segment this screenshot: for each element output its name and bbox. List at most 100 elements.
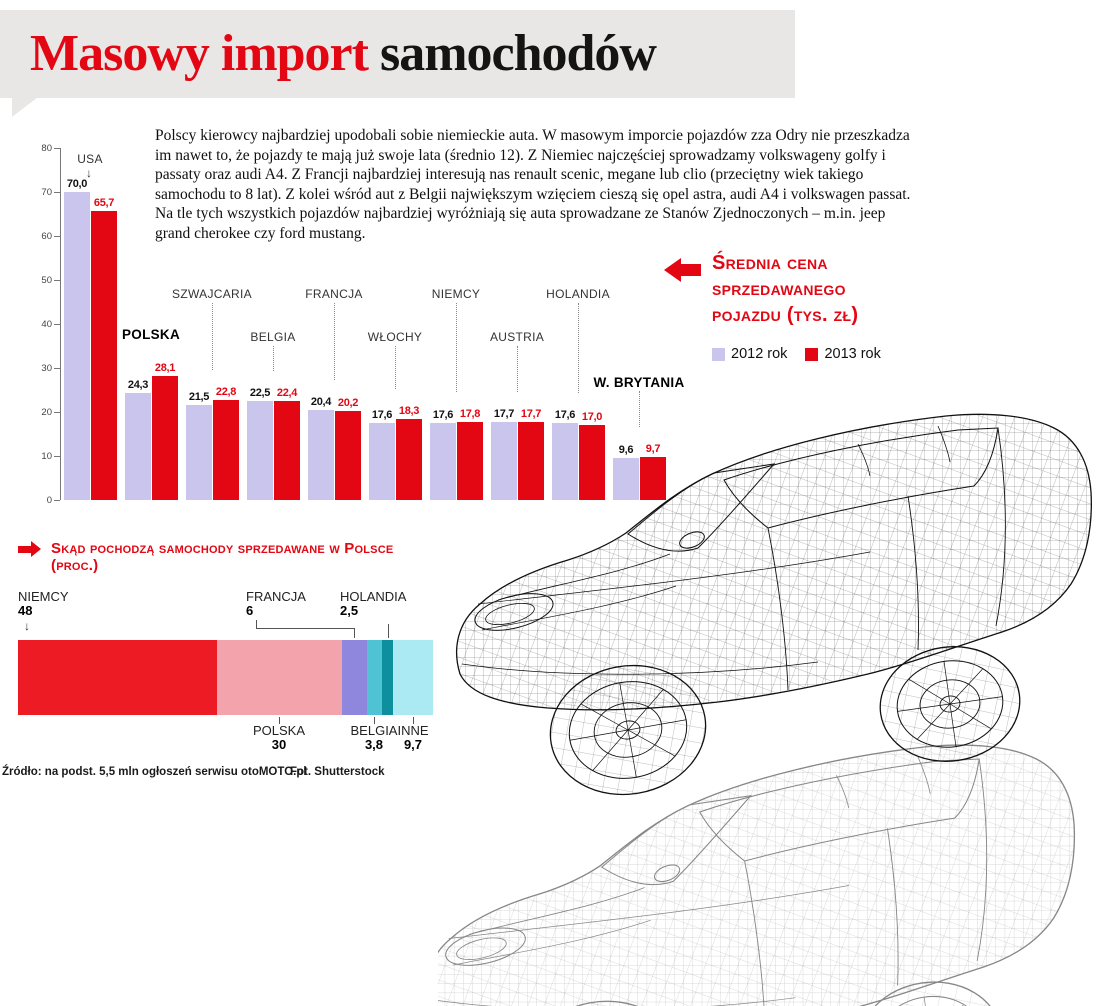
- price-bar-2012: [613, 457, 639, 500]
- origin-label-name: HOLANDIA: [340, 589, 407, 604]
- y-axis-tick: [54, 148, 60, 149]
- y-axis-tick: [54, 368, 60, 369]
- price-chart-callout: Średnia cena sprzedawanego pojazdu (tys.…: [664, 250, 972, 362]
- price-bar-2012: [369, 422, 395, 500]
- origin-label: POLSKA 30: [253, 724, 305, 752]
- price-bar-2012: [247, 401, 273, 500]
- price-title-line: Średnia cena: [712, 252, 828, 274]
- value-label-2013: 22,8: [215, 385, 237, 398]
- y-axis-tick-label: 50: [41, 275, 52, 286]
- leader-line: [395, 346, 396, 390]
- price-bar-2012: [125, 393, 151, 500]
- category-label: NIEMCY: [431, 287, 481, 301]
- legend-item: 2013 rok: [805, 346, 881, 362]
- category-label: SZWAJCARIA: [172, 287, 252, 301]
- origin-label-name: NIEMCY: [18, 589, 69, 604]
- category-label: WŁOCHY: [367, 330, 423, 344]
- legend-item: 2012 rok: [712, 346, 787, 362]
- leader-line: [639, 391, 640, 428]
- value-label-2013: 20,2: [337, 397, 359, 410]
- title-rest: samochodów: [367, 25, 657, 82]
- price-bar-2013: [640, 457, 666, 500]
- y-axis-tick: [54, 192, 60, 193]
- price-bar-2012: [491, 422, 517, 500]
- connector-line: [256, 628, 354, 629]
- value-label-2012: 70,0: [66, 178, 88, 190]
- origin-label-value: 2,5: [340, 603, 359, 618]
- price-chart: 0 10 20 30 40 50 60 70 80 70,0 65,7 USA ↓ 24,3 28,1 POL…: [18, 140, 684, 520]
- price-bar-2013: [518, 422, 544, 500]
- value-label-2012: 17,6: [554, 408, 576, 421]
- page-title: Masowy import samochodów: [30, 24, 657, 83]
- y-axis-tick: [54, 412, 60, 413]
- legend-swatch: [712, 347, 725, 361]
- origin-label-name: BELGIA: [350, 723, 398, 738]
- price-title-line: sprzedawanego: [712, 278, 846, 300]
- origin-segment-francja: [341, 640, 367, 715]
- connector-line: [256, 620, 257, 628]
- connector-line: [413, 717, 414, 724]
- arrow-down-icon: ↓: [86, 166, 92, 180]
- connector-line: [374, 717, 375, 724]
- y-axis-tick: [54, 324, 60, 325]
- origin-label: FRANCJA 6: [246, 590, 306, 618]
- value-label-2013: 17,0: [581, 411, 603, 424]
- origin-title-line: (proc.): [51, 557, 99, 574]
- value-label-2012: 21,5: [188, 391, 210, 404]
- y-axis-line: [60, 148, 61, 500]
- value-label-2013: 22,4: [276, 387, 298, 400]
- origin-label: INNE 9,7: [387, 724, 439, 752]
- value-label-2012: 22,5: [249, 387, 271, 399]
- origin-segment-holandia: [382, 640, 393, 715]
- origin-label-value: 6: [246, 603, 254, 618]
- price-bar-2013: [213, 399, 239, 500]
- y-axis-tick-label: 40: [41, 319, 52, 330]
- wireframe-car-illustration: [438, 413, 1092, 1006]
- masthead-background: [0, 10, 795, 98]
- category-label: BELGIA: [250, 330, 296, 344]
- value-label-2012: 17,6: [371, 408, 393, 421]
- origin-label-name: INNE: [397, 723, 429, 738]
- price-bar-2013: [91, 210, 117, 500]
- origin-segment-inne: [392, 640, 433, 715]
- value-label-2013: 17,8: [459, 407, 481, 420]
- category-label: HOLANDIA: [546, 287, 610, 301]
- price-bar-2012: [552, 422, 578, 500]
- origin-label-name: FRANCJA: [246, 589, 306, 604]
- value-label-2013: 9,7: [645, 443, 661, 456]
- price-chart-title: Średnia cena sprzedawanego pojazdu (tys.…: [712, 250, 972, 328]
- price-bar-2012: [308, 410, 334, 500]
- price-bar-2013: [579, 425, 605, 500]
- origin-title-line: Skąd pochodzą samochody sprzedawane w Po…: [51, 540, 394, 557]
- arrow-down-icon: ↓: [24, 619, 30, 633]
- price-bar-2013: [152, 376, 178, 500]
- category-label: FRANCJA: [305, 287, 363, 301]
- value-label-2012: 24,3: [127, 379, 149, 392]
- arrow-right-icon: [18, 541, 42, 557]
- price-legend: 2012 rok 2013 rok: [712, 346, 972, 362]
- leader-line: [212, 303, 213, 370]
- y-axis-tick: [54, 236, 60, 237]
- category-label: AUSTRIA: [489, 330, 545, 344]
- origin-label-value: 48: [18, 603, 33, 618]
- leader-line: [456, 303, 457, 392]
- connector-line: [388, 624, 389, 638]
- y-axis-tick: [54, 456, 60, 457]
- value-label-2013: 18,3: [398, 405, 420, 418]
- origin-label-value: 3,8: [364, 737, 384, 752]
- origin-label-name: POLSKA: [253, 723, 306, 738]
- origin-label: HOLANDIA 2,5: [340, 590, 406, 618]
- price-bar-2013: [335, 411, 361, 500]
- masthead-tail: [12, 97, 38, 117]
- y-axis-tick-label: 70: [41, 187, 52, 198]
- value-label-2013: 28,1: [154, 362, 176, 375]
- category-label: POLSKA: [121, 327, 181, 342]
- origin-label: BELGIA 3,8: [348, 724, 400, 752]
- source-note: Źródło: na podst. 5,5 mln ogłoszeń serwi…: [2, 766, 307, 778]
- origin-label-value: 9,7: [403, 737, 423, 752]
- y-axis-tick-label: 30: [41, 363, 52, 374]
- value-label-2013: 17,7: [520, 408, 542, 421]
- y-axis-tick: [54, 280, 60, 281]
- y-axis-tick-label: 0: [46, 495, 52, 506]
